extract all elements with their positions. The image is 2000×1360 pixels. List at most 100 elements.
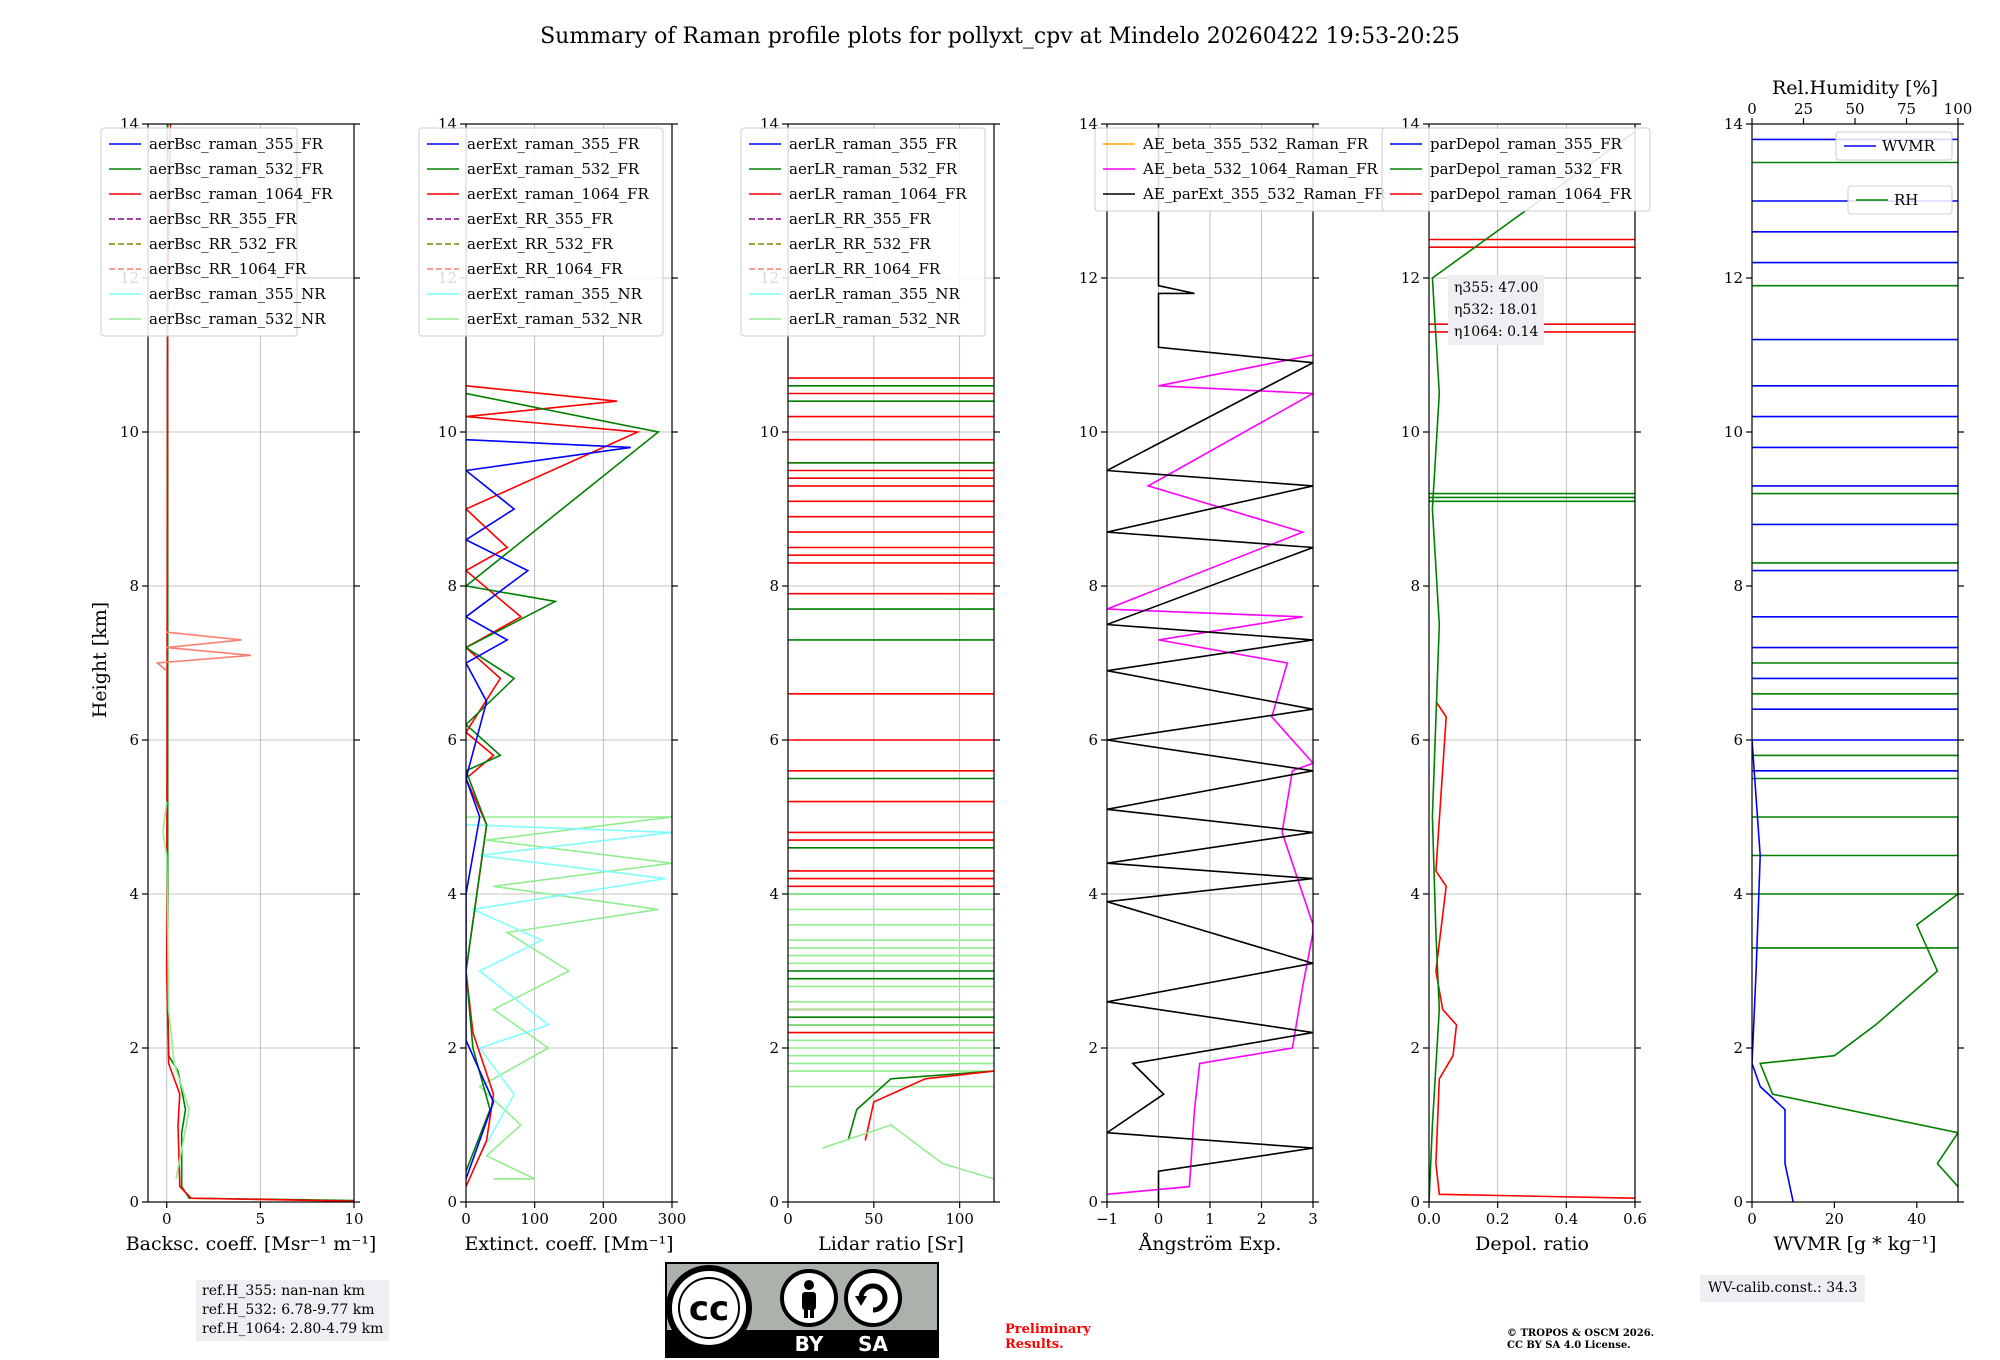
- x-tick-label: 5: [256, 1210, 266, 1228]
- y-tick-label: 8: [769, 577, 779, 595]
- y-tick-label: 8: [129, 577, 139, 595]
- x-tick-label: 0.6: [1623, 1210, 1647, 1228]
- eta-532: η532: 18.01: [1454, 302, 1539, 318]
- legend-label: aerBsc_raman_355_FR: [149, 135, 324, 153]
- legend-label: aerBsc_RR_355_FR: [149, 210, 297, 228]
- x-tick-label: 0.4: [1554, 1210, 1578, 1228]
- x-tick-label: 100: [945, 1210, 974, 1228]
- y-tick-label: 4: [447, 885, 457, 903]
- y-tick-label: 14: [1079, 115, 1098, 133]
- y-tick-label: 4: [1088, 885, 1098, 903]
- profile-line: [822, 1124, 994, 1180]
- legend-label: aerBsc_raman_532_FR: [149, 160, 324, 178]
- profile-line: [165, 124, 354, 1202]
- panel-data: [155, 124, 354, 1202]
- y-tick-label: 2: [1410, 1039, 1420, 1057]
- profile-line: [1752, 739, 1794, 1202]
- legend-label: aerExt_RR_355_FR: [467, 210, 614, 228]
- x-tick-label: 50: [864, 1210, 883, 1228]
- legend-label: aerLR_RR_532_FR: [789, 235, 931, 253]
- legend: aerLR_raman_355_FR aerLR_raman_532_FR aerL…: [740, 127, 986, 337]
- y-tick-label: 10: [1401, 423, 1420, 441]
- profile-line: [162, 801, 191, 1180]
- reference-height-box: ref.H_355: nan-nan km ref.H_532: 6.78-9.…: [196, 1280, 390, 1341]
- y-tick-label: 8: [1088, 577, 1098, 595]
- y-tick-label: 0: [769, 1193, 779, 1211]
- legend-label: AE_beta_532_1064_Raman_FR: [1142, 160, 1378, 178]
- legend-label: aerBsc_raman_532_NR: [149, 310, 326, 328]
- x-axis-label: Ångström Exp.: [1138, 1233, 1282, 1255]
- y-tick-label: 10: [438, 423, 457, 441]
- y-tick-label: 12: [1401, 269, 1420, 287]
- legend-box: [1381, 127, 1651, 212]
- profile-line: [1107, 354, 1313, 1196]
- y-tick-label: 0: [1410, 1193, 1420, 1211]
- x-tick-label: 100: [520, 1210, 549, 1228]
- x-tick-label: 0: [162, 1210, 172, 1228]
- legend: AE_beta_355_532_Raman_FR AE_beta_532_1064…: [1094, 127, 1404, 212]
- profile-line: [155, 631, 252, 672]
- legend-label: parDepol_raman_1064_FR: [1430, 185, 1632, 203]
- top-x-tick-label: 0: [1747, 100, 1757, 118]
- y-tick-label: 4: [1410, 885, 1420, 903]
- legend-label: aerBsc_raman_1064_FR: [149, 185, 333, 203]
- legend: aerExt_raman_355_FR aerExt_raman_532_FRae…: [418, 127, 664, 337]
- y-tick-label: 6: [129, 731, 139, 749]
- y-tick-label: 4: [129, 885, 139, 903]
- y-tick-label: 0: [129, 1193, 139, 1211]
- y-tick-label: 4: [1733, 885, 1743, 903]
- top-x-tick-label: 75: [1897, 100, 1916, 118]
- y-tick-label: 10: [1079, 423, 1098, 441]
- x-axis-label: Backsc. coeff. [Msr⁻¹ m⁻¹]: [126, 1233, 377, 1255]
- x-tick-label: 0.0: [1417, 1210, 1441, 1228]
- legend-label: aerLR_raman_355_NR: [789, 285, 960, 303]
- y-tick-label: 14: [1724, 115, 1743, 133]
- y-axis-label: Height [km]: [89, 602, 111, 718]
- copyright-note: © TROPOS & OSCM 2026. CC BY SA 4.0 Licen…: [1507, 1328, 1654, 1352]
- wv-calib-const: WV-calib.const.: 34.3: [1708, 1280, 1858, 1296]
- profile-line: [466, 392, 661, 1172]
- legend-label: aerExt_raman_532_NR: [467, 310, 643, 328]
- y-tick-label: 0: [1088, 1193, 1098, 1211]
- x-tick-label: 0: [1154, 1210, 1164, 1228]
- legend-label: WVMR: [1882, 137, 1936, 155]
- x-tick-label: 1: [1205, 1210, 1215, 1228]
- profile-line: [1435, 701, 1635, 1199]
- eta-355: η355: 47.00: [1454, 280, 1539, 296]
- profile-line: [847, 1070, 994, 1141]
- panel-frame: [787, 123, 995, 1203]
- by-text: BY: [795, 1332, 824, 1356]
- legend-label: RH: [1894, 191, 1918, 209]
- profile-line: [1107, 124, 1313, 1202]
- y-tick-label: 2: [129, 1039, 139, 1057]
- preliminary-line-2: Results.: [1005, 1337, 1064, 1352]
- panel-data: [788, 377, 994, 1180]
- x-tick-label: 0: [1747, 1210, 1757, 1228]
- profile-line: [466, 438, 631, 1180]
- cc-text: cc: [689, 1289, 729, 1329]
- legend-label: AE_beta_355_532_Raman_FR: [1142, 135, 1369, 153]
- y-tick-label: 10: [120, 423, 139, 441]
- profile-line: [1759, 817, 1958, 1188]
- x-tick-label: 300: [658, 1210, 687, 1228]
- legend: WVMR RH: [1835, 131, 1953, 215]
- y-tick-label: 12: [1724, 269, 1743, 287]
- legend-label: aerExt_raman_532_FR: [467, 160, 640, 178]
- x-tick-label: −1: [1096, 1210, 1118, 1228]
- panels: 024681012140510Backsc. coeff. [Msr⁻¹ m⁻¹…: [100, 77, 1972, 1255]
- legend-label: parDepol_raman_532_FR: [1430, 160, 1623, 178]
- legend-label: parDepol_raman_355_FR: [1430, 135, 1623, 153]
- x-axis-label: Lidar ratio [Sr]: [818, 1233, 964, 1255]
- profile-line: [1429, 131, 1635, 1202]
- figure-title: Summary of Raman profile plots for polly…: [540, 24, 1460, 49]
- legend-label: aerExt_raman_1064_FR: [467, 185, 649, 203]
- x-tick-label: 40: [1907, 1210, 1926, 1228]
- top-x-axis-label: Rel.Humidity [%]: [1772, 77, 1938, 99]
- x-axis-label: Depol. ratio: [1475, 1233, 1589, 1255]
- y-tick-label: 6: [1733, 731, 1743, 749]
- panel-frame: [465, 123, 673, 1203]
- preliminary-note: Preliminary Results.: [1005, 1322, 1091, 1352]
